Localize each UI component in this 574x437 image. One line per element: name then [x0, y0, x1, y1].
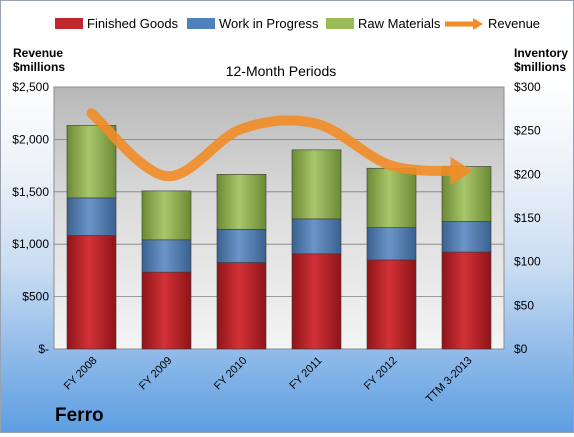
legend-item-work-in-progress[interactable]: Work in Progress: [187, 16, 319, 31]
bar-series: [66, 125, 492, 350]
x-tick-label: FY 2009: [137, 355, 175, 393]
legend-swatch-finished-goods: [55, 18, 83, 29]
left-tick-label: $2,000: [12, 132, 49, 146]
chart-title: 12-Month Periods: [226, 63, 337, 79]
left-axis-title-line1: Revenue: [13, 46, 63, 60]
left-tick-label: $500: [22, 290, 49, 304]
x-tick-label: FY 2012: [362, 355, 400, 393]
bar-finished-goods: [66, 235, 117, 350]
x-tick-label: FY 2010: [212, 355, 250, 393]
bar-work-in-progress: [66, 197, 117, 236]
bar-raw-materials: [216, 174, 267, 230]
left-axis-title-line2: $millions: [13, 60, 65, 74]
bar-raw-materials: [291, 149, 342, 220]
revenue-line-layer: [86, 108, 473, 185]
revenue-line-arrowhead: [450, 156, 473, 185]
left-tick-label: $-: [38, 342, 49, 356]
bar-work-in-progress: [141, 239, 192, 273]
right-tick-label: $250: [514, 124, 541, 138]
bar-finished-goods: [291, 253, 342, 350]
legend-item-revenue[interactable]: Revenue: [445, 16, 540, 31]
right-tick-label: $200: [514, 167, 541, 181]
left-tick-label: $2,500: [12, 80, 49, 94]
x-tick-label: FY 2011: [287, 355, 324, 392]
right-tick-label: $150: [514, 211, 541, 225]
left-tick-label: $1,500: [12, 185, 49, 199]
revenue-line: [86, 108, 458, 182]
bar-raw-materials: [366, 167, 417, 228]
bar-finished-goods: [366, 259, 417, 350]
right-tick-label: $300: [514, 80, 541, 94]
legend-swatch-raw-materials: [326, 18, 354, 29]
bar-finished-goods: [441, 251, 492, 350]
legend-label-raw-materials: Raw Materials: [358, 16, 441, 31]
bar-work-in-progress: [441, 221, 492, 253]
right-tick-label: $100: [514, 255, 541, 269]
gridlines: [54, 138, 504, 298]
right-axis-title-line1: Inventory: [514, 46, 568, 60]
bar-work-in-progress: [366, 227, 417, 261]
right-axis-title-line2: $millions: [514, 60, 566, 74]
left-axis-ticks: $- $500 $1,000 $1,500 $2,000 $2,500: [12, 80, 49, 356]
bar-finished-goods: [141, 271, 192, 350]
legend-arrowhead-revenue: [473, 18, 483, 30]
x-tick-label: TTM 3-2013: [424, 355, 475, 406]
left-tick-label: $1,000: [12, 237, 49, 251]
right-tick-label: $0: [514, 342, 528, 356]
right-tick-label: $50: [514, 298, 534, 312]
legend-item-raw-materials[interactable]: Raw Materials: [326, 16, 441, 31]
x-axis-ticks: FY 2008 FY 2009 FY 2010 FY 2011 FY 2012 TTM 3…: [62, 355, 475, 406]
legend-label-revenue: Revenue: [488, 16, 540, 31]
legend-item-finished-goods[interactable]: Finished Goods: [55, 16, 179, 31]
right-axis-ticks: $0 $50 $100 $150 $200 $250 $300: [514, 80, 541, 356]
legend-label-work-in-progress: Work in Progress: [219, 16, 319, 31]
legend-label-finished-goods: Finished Goods: [87, 16, 179, 31]
bar-work-in-progress: [216, 229, 267, 263]
plot-area: [53, 86, 505, 350]
bar-work-in-progress: [291, 218, 342, 255]
x-tick-label: FY 2008: [62, 355, 100, 393]
legend-swatch-work-in-progress: [187, 18, 215, 29]
bar-finished-goods: [216, 262, 267, 350]
company-name: Ferro: [55, 405, 104, 426]
legend: Finished Goods Work in Progress Raw Mate…: [55, 16, 540, 31]
bar-raw-materials: [141, 190, 192, 241]
